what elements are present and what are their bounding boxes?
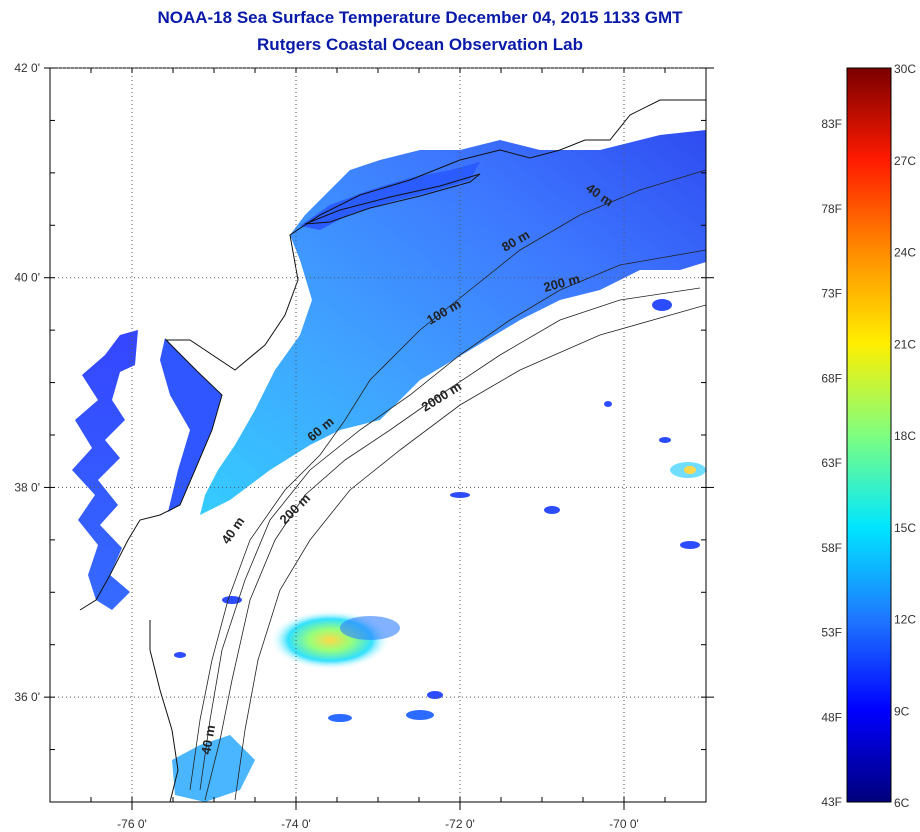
colorbar-fahrenheit-label: 73F — [821, 287, 842, 301]
colorbar-celsius-label: 6C — [894, 796, 910, 810]
colorbar-celsius-label: 12C — [894, 613, 916, 627]
colorbar-celsius-label: 21C — [894, 337, 916, 351]
colorbar-fahrenheit-label: 83F — [821, 117, 842, 131]
patch-f — [427, 691, 443, 699]
colorbar-fahrenheit-label: 43F — [821, 795, 842, 809]
lon-tick-label: -76 0' — [117, 817, 147, 831]
title-line-2: Rutgers Coastal Ocean Observation Lab — [257, 35, 583, 54]
southern-shelf-sst — [172, 735, 255, 802]
isobath-100m — [199, 249, 706, 791]
colorbar-fahrenheit-label: 53F — [821, 626, 842, 640]
patch-g — [222, 596, 242, 604]
eastern-hot-spot — [684, 466, 696, 474]
isobath-2000m — [234, 304, 706, 801]
lat-tick-label: 40 0' — [14, 271, 40, 285]
colorbar-celsius-label: 30C — [894, 62, 916, 76]
patch-i — [680, 541, 700, 549]
patch-a — [450, 492, 470, 498]
colorbar-celsius-label: 18C — [894, 429, 916, 443]
patch-k — [652, 299, 672, 311]
colorbar-celsius-label: 24C — [894, 246, 916, 260]
colorbar-fahrenheit-label: 48F — [821, 710, 842, 724]
colorbar-fahrenheit-label: 63F — [821, 456, 842, 470]
colorbar-labels: 30C 27C 24C 21C 18C 15C 12C 9C 6C 83F 78F 73F 68F 63F… — [821, 62, 916, 810]
lat-tick-label: 42 0' — [14, 61, 40, 75]
lon-tick-label: -72 0' — [445, 817, 475, 831]
offshore-blue-patch — [340, 616, 400, 640]
patch-c — [659, 437, 671, 443]
colorbar-fahrenheit-label: 78F — [821, 202, 842, 216]
lon-tick-label: -70 0' — [609, 817, 639, 831]
colorbar-celsius-label: 15C — [894, 521, 916, 535]
southern-coastline — [149, 620, 179, 802]
colorbar-gradient — [846, 67, 892, 803]
lon-tick-label: -74 0' — [281, 817, 311, 831]
long-island-outline — [304, 173, 481, 225]
lat-tick-label: 38 0' — [14, 480, 40, 494]
isobath-40m — [189, 169, 706, 791]
patch-j — [604, 401, 612, 407]
delaware-bay-sst — [160, 338, 222, 512]
isobath-200m — [204, 287, 701, 801]
chesapeake-bay-sst — [72, 330, 138, 610]
colorbar-celsius-label: 27C — [894, 154, 916, 168]
patch-e — [328, 714, 352, 722]
patch-h — [174, 652, 186, 658]
contour-label: 40 m — [198, 724, 218, 756]
colorbar-fahrenheit-label: 58F — [821, 541, 842, 555]
patch-d — [406, 710, 434, 720]
long-island-sound-sst — [300, 162, 480, 230]
title-line-1: NOAA-18 Sea Surface Temperature December… — [157, 8, 683, 27]
map-ticks: -76 0' -74 0' -72 0' -70 0' 42 0' 40 0' 38 0' 3… — [14, 61, 714, 831]
colorbar-celsius-label: 9C — [894, 704, 910, 718]
colorbar-fahrenheit-label: 68F — [821, 371, 842, 385]
patch-b — [544, 506, 560, 514]
lat-tick-label: 36 0' — [14, 690, 40, 704]
coastline — [79, 99, 706, 611]
